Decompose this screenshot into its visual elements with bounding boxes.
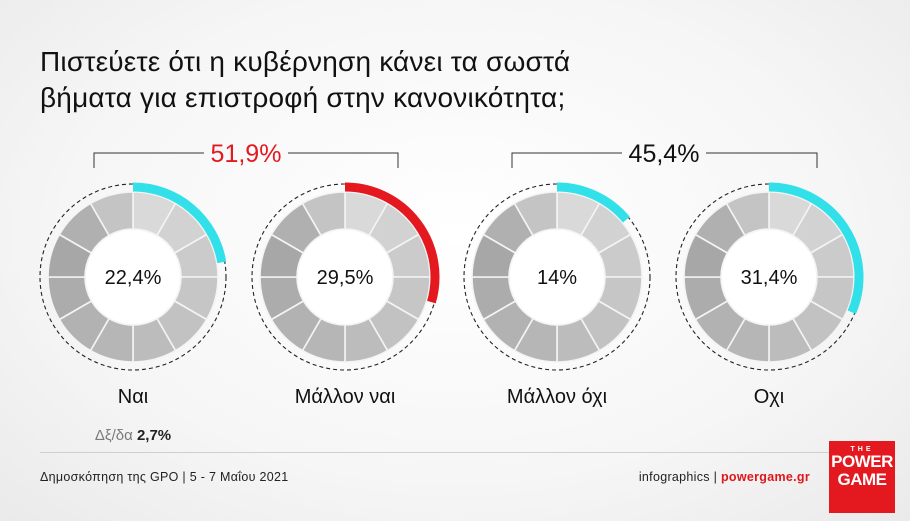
credit-brand: powergame.gr xyxy=(720,470,810,484)
footer-credit: infographics | powergame.gr xyxy=(639,470,810,484)
donut-center xyxy=(86,230,180,324)
footer-source: Δημοσκόπηση της GPO | 5 - 7 Μαΐου 2021 xyxy=(40,470,289,484)
donut-center xyxy=(298,230,392,324)
footer-divider xyxy=(40,452,870,453)
group-bracket-left xyxy=(511,152,622,168)
logo-line-3: GAME xyxy=(837,470,888,489)
category-label: Ναι xyxy=(118,386,148,408)
undecided-label: Δξ/δα xyxy=(95,427,137,444)
title-line-1: Πιστεύετε ότι η κυβέρνηση κάνει τα σωστά xyxy=(40,46,571,77)
title-line-2: βήματα για επιστροφή στην κανονικότητα; xyxy=(40,82,566,113)
power-game-logo: THE POWER GAME xyxy=(829,441,895,513)
category-label: Μάλλον όχι xyxy=(507,386,607,408)
value-label: 22,4% xyxy=(105,267,162,289)
value-label: 29,5% xyxy=(317,267,374,289)
donut-segment xyxy=(89,191,134,237)
value-arc xyxy=(556,182,630,223)
value-arc xyxy=(768,182,864,314)
donut-center xyxy=(510,230,604,324)
value-arc xyxy=(132,182,227,264)
value-label: 31,4% xyxy=(741,267,798,289)
group-total-label: 45,4% xyxy=(629,140,700,168)
page-title: Πιστεύετε ότι η κυβέρνηση κάνει τα σωστά… xyxy=(40,44,570,116)
logo-line-1: THE xyxy=(850,446,874,453)
donut-segment xyxy=(513,191,558,237)
donut-segment xyxy=(725,191,770,237)
undecided-note: Δξ/δα 2,7% xyxy=(95,427,171,444)
undecided-value: 2,7% xyxy=(137,427,171,444)
value-label: 14% xyxy=(537,267,577,289)
group-bracket-left xyxy=(93,152,204,168)
category-label: Οχι xyxy=(754,386,785,408)
value-arc xyxy=(344,182,440,304)
donut-center xyxy=(722,230,816,324)
donut-segment xyxy=(301,191,346,237)
logo-line-2: POWER xyxy=(831,452,893,471)
group-bracket-right xyxy=(288,152,399,168)
credit-prefix: infographics | xyxy=(638,470,721,484)
group-bracket-right xyxy=(706,152,818,168)
group-total-label: 51,9% xyxy=(211,140,282,168)
category-label: Μάλλον ναι xyxy=(295,386,396,408)
